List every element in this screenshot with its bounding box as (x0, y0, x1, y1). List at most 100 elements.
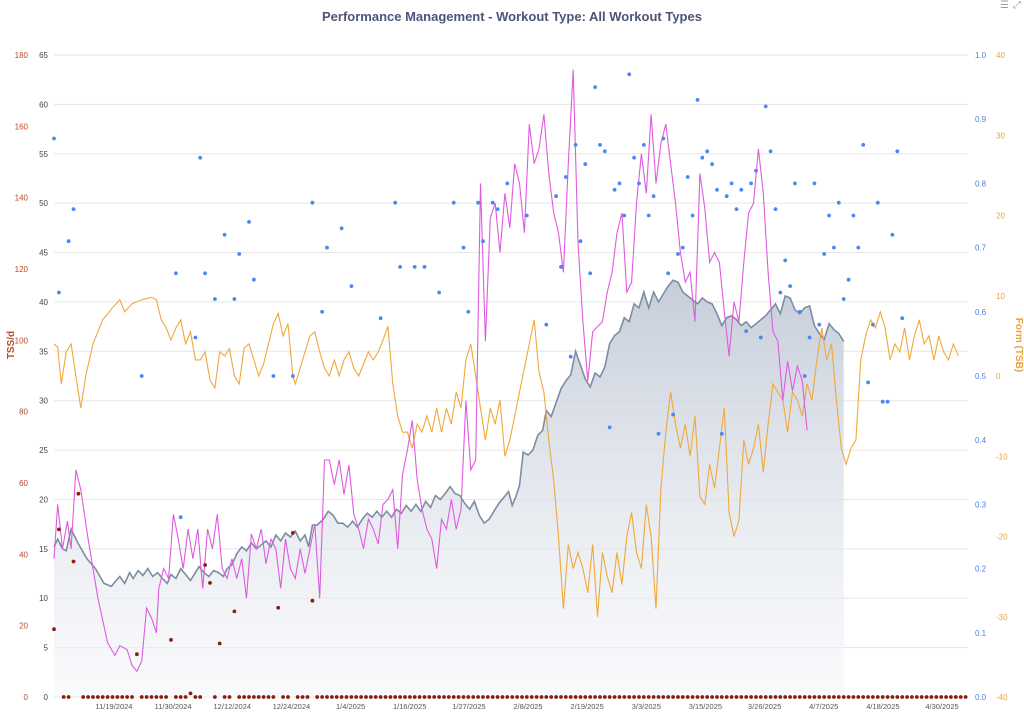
axes: 0204060801001201401601800510152025303540… (6, 51, 1024, 702)
tss-point (949, 695, 953, 699)
x-tick-label: 3/26/2025 (748, 702, 781, 711)
tss-point (875, 695, 880, 699)
tsb-axis-title: Form (TSB) (1013, 318, 1024, 372)
ctl-tick-label: 0 (44, 693, 49, 702)
intensity-point (724, 194, 729, 199)
tss-point (178, 695, 183, 699)
x-tick-label: 4/7/2025 (809, 702, 838, 711)
tss-point (739, 695, 744, 699)
tss-point (641, 695, 646, 699)
if-tick-label: 0.1 (975, 629, 987, 638)
intensity-point (632, 155, 636, 160)
tss-point (593, 695, 597, 699)
intensity-point (700, 155, 705, 160)
tss-point (598, 695, 602, 699)
intensity-point (622, 213, 627, 218)
intensity-point (817, 322, 822, 327)
tss-point (700, 695, 705, 699)
tss-point (637, 695, 641, 699)
tss-point (602, 695, 607, 699)
tss-point (237, 695, 242, 699)
tss-point (783, 695, 788, 699)
intensity-point (749, 181, 753, 186)
tss-point (412, 695, 417, 699)
tss-point (213, 695, 217, 699)
tss-point (481, 695, 485, 699)
intensity-point (880, 399, 885, 404)
tss-point (378, 695, 383, 699)
tss-point (758, 695, 763, 699)
tss-point (661, 695, 666, 699)
intensity-point (247, 220, 251, 224)
chart-title: Performance Management - Workout Type: A… (322, 9, 702, 24)
tss-point (91, 695, 95, 699)
tss-point (490, 695, 495, 699)
intensity-point (437, 290, 441, 295)
intensity-point (788, 284, 792, 288)
intensity-point (588, 271, 593, 276)
tss-point (149, 695, 154, 699)
tss-point (719, 695, 724, 699)
intensity-point (695, 98, 700, 102)
intensity-point (544, 322, 549, 327)
tss-point (388, 695, 393, 699)
tss-point (680, 695, 685, 699)
tss-point (208, 581, 212, 585)
tss-point (217, 641, 222, 646)
intensity-point (252, 277, 256, 282)
tss-point (929, 695, 934, 699)
tss-point (510, 695, 515, 699)
menu-icon[interactable]: ☰ (1000, 0, 1009, 11)
tss-point (544, 695, 549, 699)
tss-point (305, 695, 310, 699)
tss-point (612, 695, 617, 699)
tss-point (734, 695, 739, 699)
tss-point (554, 695, 558, 699)
intensity-point (339, 226, 344, 231)
tss-point (344, 695, 349, 699)
intensity-point (763, 104, 768, 109)
tss-point (578, 695, 583, 699)
tss-point (320, 695, 324, 699)
intensity-point (812, 181, 817, 186)
tss-point (334, 695, 339, 699)
intensity-point (641, 143, 646, 147)
tss-point (130, 695, 134, 699)
tsb-tick-label: -20 (996, 533, 1008, 542)
intensity-point (754, 168, 758, 173)
tss-point (666, 695, 671, 699)
tss-point (958, 695, 963, 699)
intensity-point (739, 187, 744, 192)
ctl-tick-label: 65 (39, 51, 48, 60)
tss-point (398, 695, 402, 699)
tss-point (832, 695, 836, 699)
intensity-point (203, 271, 208, 276)
intensity-point (661, 136, 666, 141)
expand-icon[interactable]: ⤢ (1013, 0, 1021, 11)
tsb-tick-label: 0 (996, 372, 1001, 381)
if-tick-label: 0.7 (975, 244, 987, 253)
tss-tick-label: 0 (24, 693, 29, 702)
tss-point (505, 695, 510, 699)
x-tick-label: 12/24/2024 (273, 702, 311, 711)
tss-point (110, 695, 115, 699)
intensity-point (291, 374, 295, 378)
tss-point (164, 695, 169, 699)
tss-point (900, 695, 905, 699)
intensity-point (481, 239, 485, 244)
tss-point (793, 695, 797, 699)
tss-point (939, 695, 944, 699)
if-tick-label: 0.8 (975, 179, 987, 188)
intensity-point (734, 207, 739, 212)
tss-point (524, 695, 529, 699)
tss-point (817, 695, 822, 699)
tss-tick-label: 120 (15, 265, 29, 274)
tss-tick-label: 80 (19, 408, 28, 417)
intensity-point (232, 297, 237, 301)
intensity-point (222, 232, 227, 237)
tss-point (364, 695, 368, 699)
tss-point (568, 695, 573, 699)
tss-point (169, 638, 173, 642)
tss-point (827, 695, 831, 699)
tss-point (261, 695, 266, 699)
